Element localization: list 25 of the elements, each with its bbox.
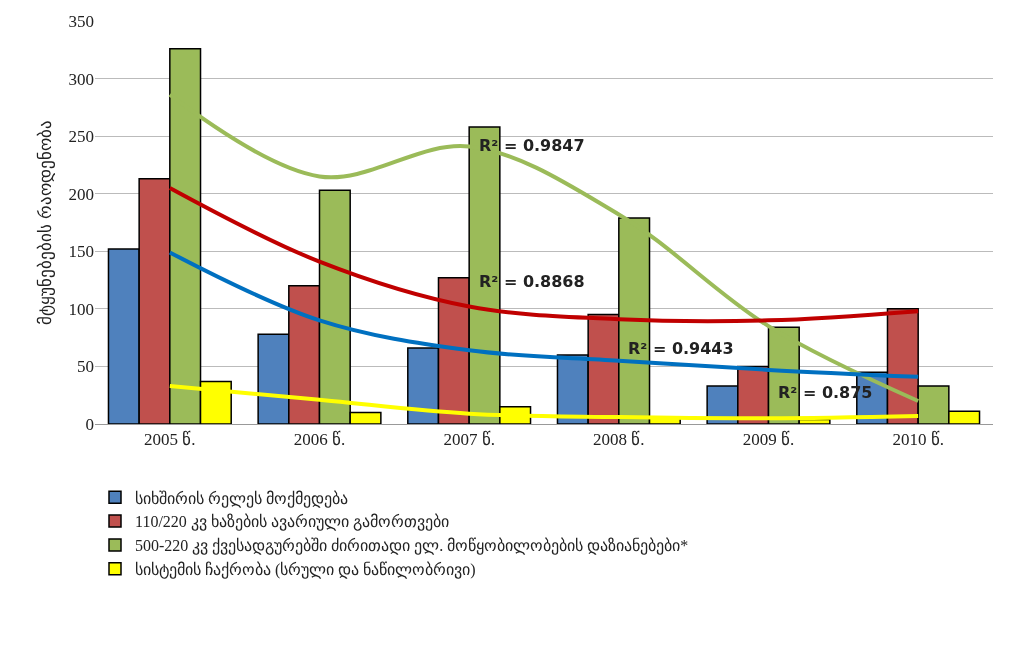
annotation: R² = 0.9443 bbox=[628, 339, 734, 358]
x-tick-label: 2008 წ. bbox=[593, 430, 645, 450]
line-series bbox=[167, 185, 921, 324]
y-tick-label: 300 bbox=[68, 69, 94, 89]
y-tick-label: 200 bbox=[68, 184, 94, 204]
legend-label: 500-220 კვ ქვესადგურებში ძირითადი ელ. მოწყობილობების დაზიანებები* bbox=[135, 537, 689, 556]
legend-label: სიხშირის რელეს მოქმედება bbox=[135, 489, 348, 508]
y-tick-label: 150 bbox=[68, 242, 94, 262]
line-series bbox=[167, 250, 921, 379]
y-axis-title: მტყუნებების რაოდენობა bbox=[36, 120, 56, 325]
annotation: R² = 0.8868 bbox=[479, 272, 585, 291]
y-tick-label: 350 bbox=[68, 11, 94, 31]
x-tick-label: 2006 წ. bbox=[293, 430, 346, 450]
x-tick-label: 2009 წ. bbox=[742, 430, 795, 450]
y-tick-label: 250 bbox=[68, 127, 94, 147]
x-tick-label: 2007 წ. bbox=[443, 430, 495, 450]
annotation: R² = 0.9847 bbox=[479, 136, 585, 155]
line-series bbox=[167, 384, 921, 421]
legend-label: სისტემის ჩაქრობა (სრული და ნაწილობრივი) bbox=[135, 560, 476, 579]
legend-label: 110/220 კვ ხაზების ავარიული გამორთვები bbox=[135, 513, 449, 532]
y-tick-label: 0 bbox=[85, 414, 94, 434]
x-tick-label: 2005 წ. bbox=[144, 430, 196, 450]
y-tick-label: 100 bbox=[68, 299, 94, 319]
y-tick-label: 50 bbox=[77, 357, 94, 377]
x-tick-label: 2010 წ. bbox=[892, 430, 944, 450]
